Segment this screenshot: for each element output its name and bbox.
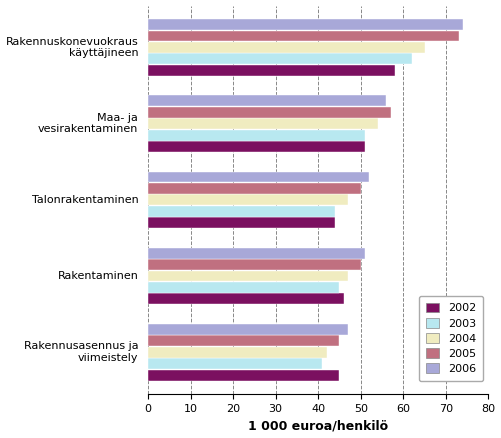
Bar	[148, 358, 323, 369]
Bar	[148, 347, 327, 358]
Bar	[148, 259, 361, 270]
Bar	[148, 183, 361, 194]
Bar	[148, 271, 348, 282]
Bar	[148, 248, 365, 258]
Bar	[148, 324, 348, 335]
Bar	[148, 53, 412, 64]
Bar	[148, 31, 458, 42]
Legend: 2002, 2003, 2004, 2005, 2006: 2002, 2003, 2004, 2005, 2006	[419, 296, 483, 381]
Bar	[148, 95, 386, 106]
Bar	[148, 19, 463, 30]
Bar	[148, 141, 365, 152]
Bar	[148, 42, 424, 53]
Bar	[148, 217, 335, 228]
Bar	[148, 282, 340, 293]
Bar	[148, 293, 344, 304]
Bar	[148, 118, 378, 129]
Bar	[148, 336, 340, 346]
Bar	[148, 65, 395, 76]
Bar	[148, 194, 348, 205]
Bar	[148, 206, 335, 217]
Bar	[148, 172, 369, 183]
Bar	[148, 130, 365, 141]
X-axis label: 1 000 euroa/henkilö: 1 000 euroa/henkilö	[248, 420, 388, 432]
Bar	[148, 107, 391, 118]
Bar	[148, 370, 340, 381]
